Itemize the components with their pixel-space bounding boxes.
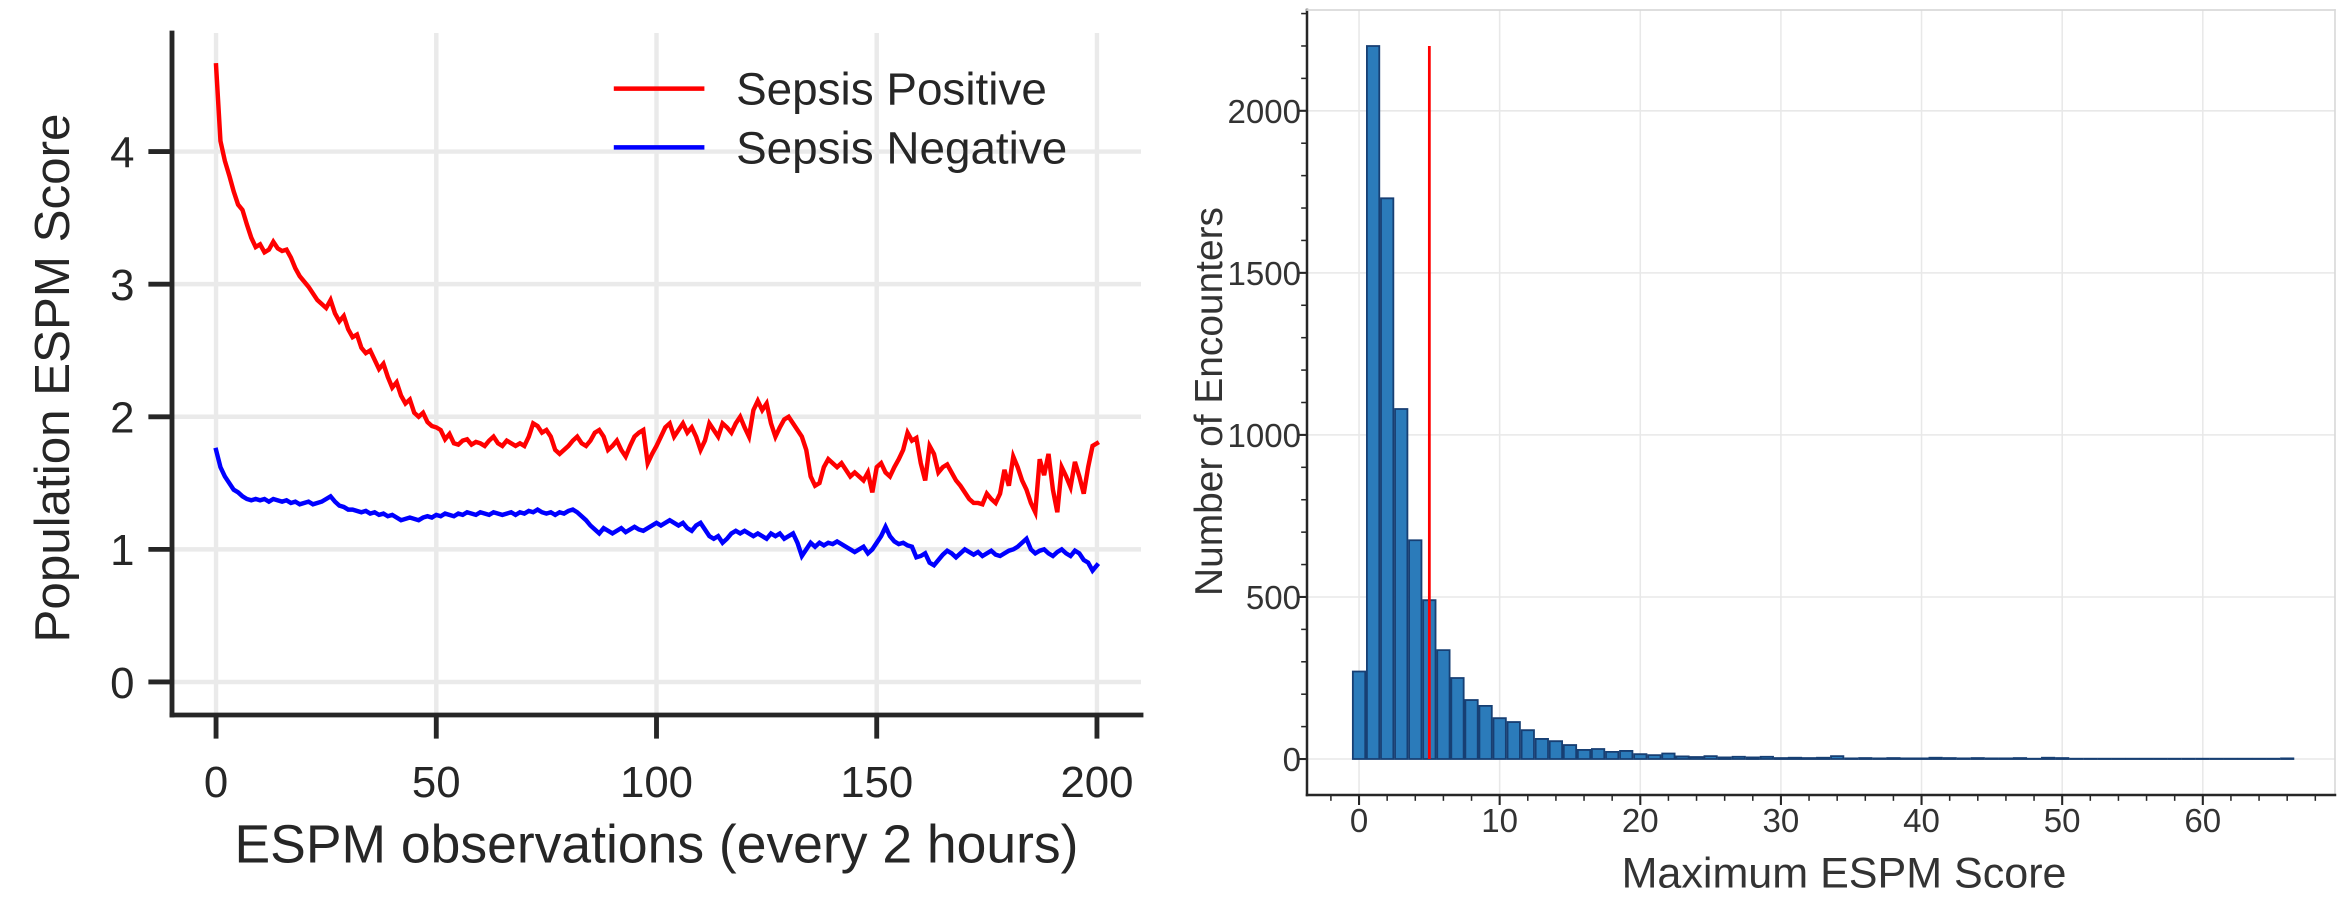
- svg-text:1: 1: [110, 526, 134, 575]
- svg-text:200: 200: [1060, 758, 1133, 807]
- svg-text:500: 500: [1246, 580, 1301, 617]
- svg-text:Maximum ESPM Score: Maximum ESPM Score: [1622, 849, 2067, 897]
- svg-text:150: 150: [840, 758, 913, 807]
- svg-text:10: 10: [1481, 803, 1518, 840]
- svg-text:0: 0: [1350, 803, 1368, 840]
- svg-text:20: 20: [1622, 803, 1659, 840]
- svg-text:50: 50: [2044, 803, 2081, 840]
- svg-text:30: 30: [1763, 803, 1800, 840]
- svg-text:0: 0: [204, 758, 228, 807]
- svg-text:50: 50: [412, 758, 461, 807]
- svg-text:Number of Encounters: Number of Encounters: [1188, 207, 1231, 596]
- svg-text:0: 0: [1283, 742, 1301, 779]
- svg-text:ESPM observations (every 2 hou: ESPM observations (every 2 hours): [235, 815, 1079, 874]
- svg-text:2000: 2000: [1227, 94, 1301, 131]
- svg-text:0: 0: [110, 659, 134, 708]
- svg-text:3: 3: [110, 261, 134, 310]
- svg-text:4: 4: [110, 128, 134, 177]
- svg-text:40: 40: [1903, 803, 1940, 840]
- svg-text:2: 2: [110, 394, 134, 443]
- svg-text:1500: 1500: [1227, 256, 1301, 293]
- svg-text:100: 100: [620, 758, 693, 807]
- svg-text:Sepsis Negative: Sepsis Negative: [736, 122, 1067, 173]
- svg-text:60: 60: [2184, 803, 2221, 840]
- svg-text:1000: 1000: [1227, 418, 1301, 455]
- svg-text:Sepsis Positive: Sepsis Positive: [736, 64, 1047, 115]
- svg-text:Population ESPM Score: Population ESPM Score: [25, 114, 80, 643]
